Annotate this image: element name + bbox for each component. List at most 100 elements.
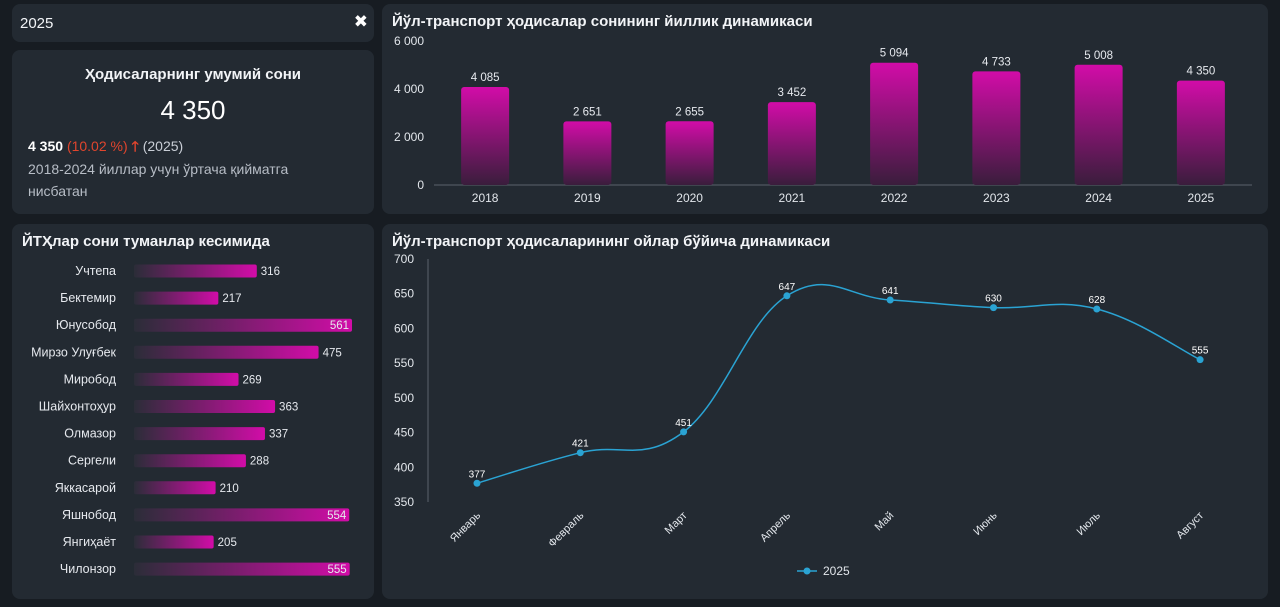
district-label: Чилонзор [60,562,116,576]
monthly-chart-panel: Йўл-транспорт ҳодисаларининг ойлар бўйич… [382,224,1268,599]
data-point [576,449,584,457]
bar-value-label: 4 350 [1186,66,1215,78]
district-label: Шайхонтоҳур [39,400,116,414]
x-tick-label: Февраль [546,509,586,549]
district-bar [134,345,319,359]
y-tick-label: 450 [394,426,414,440]
y-tick-label: 400 [394,460,414,474]
x-tick-label: 2023 [983,191,1010,205]
annual-chart-panel: Йўл-транспорт ҳодисалар сонининг йиллик … [382,4,1268,214]
district-label: Яккасарой [55,481,116,495]
district-label: Учтепа [75,264,116,278]
y-tick-label: 350 [394,495,414,509]
data-point [1093,305,1101,313]
data-point [1196,356,1204,364]
district-value-label: 337 [269,429,288,441]
bar [563,121,612,185]
x-tick-label: Май [873,510,897,534]
district-value-label: 288 [250,456,269,468]
district-label: Сергели [68,454,116,468]
districts-chart-panel: ЙТҲлар сони туманлар кесимида Учтепа 316 Б… [12,224,374,599]
bar [665,121,714,185]
data-point-label: 628 [1088,295,1105,306]
district-bar [134,372,239,386]
data-point-label: 421 [572,439,589,450]
y-tick-label: 4 000 [394,82,424,96]
year-filter-value: 2025 [20,15,54,32]
bar-value-label: 2 655 [675,106,704,118]
district-bar [134,562,350,576]
y-tick-label: 6 000 [394,34,424,48]
x-tick-label: 2018 [472,191,499,205]
district-value-label: 217 [222,293,241,305]
x-tick-label: Июль [1075,509,1104,538]
series-line [476,283,1201,484]
data-point [680,428,688,436]
bar [870,62,919,185]
y-tick-label: 500 [394,391,414,405]
district-bar [134,400,276,413]
district-bar [134,291,219,305]
bar-value-label: 4 733 [982,56,1011,68]
x-tick-label: Апрель [758,509,793,544]
kpi-compare-value: 4 350 [28,138,64,154]
district-value-label: 269 [243,374,262,386]
kpi-card: Ҳодисаларнинг умумий сони 4 350 4 350 (1… [12,50,374,214]
data-point-label: 641 [882,286,899,297]
x-tick-label: 2022 [881,191,908,205]
bar [767,102,816,185]
district-bar [134,481,216,495]
y-tick-label: 650 [394,287,414,301]
y-tick-label: 700 [394,252,414,266]
districts-bar-chart: Учтепа 316 Бектемир 217 Юнусобод 561 Мирзо Улу… [31,264,352,576]
x-tick-label: Январь [448,509,483,544]
x-tick-label: 2020 [676,191,703,205]
district-bar [134,264,257,278]
y-tick-label: 2 000 [394,130,424,144]
bar-value-label: 5 094 [880,48,909,60]
data-point-label: 555 [1192,346,1209,357]
y-tick-label: 550 [394,356,414,370]
data-point [783,292,791,300]
kpi-description: 2018-2024 йиллар учун ўртача қийматга ни… [28,161,289,199]
y-tick-label: 600 [394,321,414,335]
district-label: Миробод [64,372,117,386]
data-point-label: 647 [779,282,796,293]
district-label: Бектемир [60,291,116,305]
year-filter[interactable]: 2025 ✖ [12,4,374,42]
x-tick-label: Июнь [971,509,999,537]
district-value-label: 210 [220,483,239,495]
district-bar [134,454,246,468]
bar-value-label: 4 085 [471,72,500,84]
district-label: Яшнобод [62,508,117,522]
district-value-label: 561 [330,320,349,332]
annual-bar-chart: 0 2 000 4 000 6 000 4 085 2018 2 651 2019 2 655 2… [394,34,1252,205]
x-tick-label: 2019 [574,191,601,205]
bar-value-label: 5 008 [1084,50,1113,62]
district-value-label: 363 [279,402,298,414]
monthly-chart-title: Йўл-транспорт ҳодисаларининг ойлар бўйич… [392,233,831,250]
y-tick-label: 0 [417,178,424,192]
annual-chart-title: Йўл-транспорт ҳодисалар сонининг йиллик … [392,13,813,30]
bar [1176,80,1225,185]
data-point-label: 451 [675,418,692,429]
bar-value-label: 2 651 [573,106,602,118]
bar-value-label: 3 452 [777,87,806,99]
data-point-label: 377 [469,469,486,480]
district-value-label: 555 [327,564,346,576]
kpi-value: 4 350 [160,95,226,125]
close-icon[interactable]: ✖ [353,12,368,31]
arrow-up-icon: 🡑 [131,138,139,154]
district-bar [134,318,352,332]
data-point [990,304,997,312]
district-label: Олмазор [64,427,116,441]
legend-marker [803,567,811,575]
data-point [886,296,894,304]
district-bar [134,535,214,549]
district-value-label: 475 [323,347,342,359]
x-tick-label: 2025 [1188,191,1215,205]
district-value-label: 316 [261,266,280,278]
x-tick-label: 2024 [1085,191,1112,205]
data-point-label: 630 [985,294,1002,305]
bar [972,71,1021,185]
